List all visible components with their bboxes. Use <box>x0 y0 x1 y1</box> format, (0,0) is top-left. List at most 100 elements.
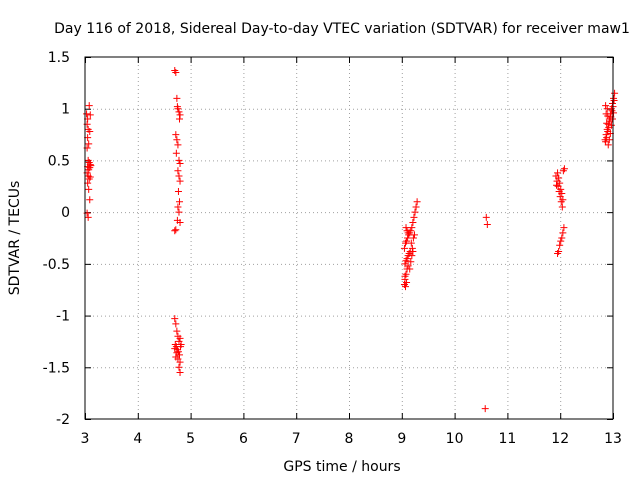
data-point <box>557 237 565 245</box>
data-point <box>409 234 417 242</box>
data-point <box>85 102 93 110</box>
data-point <box>175 108 183 116</box>
data-point <box>605 136 613 144</box>
data-point <box>608 115 616 123</box>
data-point <box>172 131 180 139</box>
data-point <box>412 203 420 211</box>
x-tick-label: 4 <box>133 431 142 447</box>
data-point <box>174 348 182 356</box>
data-point <box>410 231 418 239</box>
x-tick-label: 8 <box>345 431 354 447</box>
data-point <box>408 252 416 260</box>
x-axis-label: GPS time / hours <box>283 459 400 475</box>
x-tick-label: 12 <box>551 431 569 447</box>
data-point <box>483 221 491 229</box>
data-point <box>177 341 185 349</box>
data-point <box>86 196 94 204</box>
data-point <box>602 131 610 139</box>
data-point <box>172 69 180 77</box>
y-axis-label: SDTVAR / TECUs <box>7 181 23 296</box>
data-point <box>176 358 184 366</box>
data-point <box>172 226 180 234</box>
x-tick-label: 6 <box>239 431 248 447</box>
data-point <box>171 345 179 353</box>
data-point <box>482 213 490 221</box>
data-point <box>173 94 181 102</box>
data-point <box>401 283 409 291</box>
data-point <box>608 100 616 108</box>
data-point <box>410 213 418 221</box>
data-point <box>87 162 95 170</box>
data-point <box>176 218 184 226</box>
x-tick-labels: 3 4 5 6 7 8 9 10 11 12 13 <box>81 431 622 447</box>
y-tick-label: 0.5 <box>48 153 70 169</box>
data-point <box>603 119 611 127</box>
data-point <box>607 121 615 129</box>
data-point <box>83 110 91 118</box>
data-point <box>174 167 182 175</box>
data-point <box>404 229 412 237</box>
data-point <box>407 258 415 266</box>
data-point <box>173 103 181 111</box>
data-point <box>401 272 409 280</box>
data-point <box>175 363 183 371</box>
data-point <box>172 320 180 328</box>
data-point <box>176 177 184 185</box>
chart-title: Day 116 of 2018, Sidereal Day-to-day VTE… <box>54 21 630 37</box>
data-point <box>411 208 419 216</box>
data-point <box>611 89 619 97</box>
data-point <box>408 244 416 252</box>
data-point <box>86 173 94 181</box>
data-point <box>176 160 184 168</box>
data-point <box>402 224 410 232</box>
data-point <box>413 198 421 206</box>
data-point <box>176 115 184 123</box>
x-tick-label: 3 <box>81 431 90 447</box>
x-tick-label: 5 <box>186 431 195 447</box>
data-point <box>175 172 183 180</box>
data-point <box>604 141 612 149</box>
data-point <box>403 255 411 263</box>
data-point <box>559 196 567 204</box>
y-tick-label: 1.5 <box>48 50 70 66</box>
data-point <box>558 190 566 198</box>
data-point <box>610 109 618 117</box>
data-point <box>553 181 561 189</box>
data-point <box>557 185 565 193</box>
data-point <box>173 349 181 357</box>
data-point <box>406 265 414 273</box>
data-point <box>400 244 408 252</box>
data-point <box>173 136 181 144</box>
grid-lines <box>85 57 613 419</box>
x-tick-label: 10 <box>446 431 464 447</box>
data-point <box>558 234 566 242</box>
data-point <box>481 405 489 413</box>
x-tick-label: 7 <box>292 431 301 447</box>
data-point <box>173 327 181 335</box>
y-tick-label: 1 <box>61 102 70 118</box>
data-point <box>560 165 568 173</box>
data-point <box>176 111 184 119</box>
data-point <box>174 203 182 211</box>
data-point <box>554 250 562 258</box>
data-point <box>602 102 610 110</box>
data-point <box>409 247 417 255</box>
data-point <box>174 187 182 195</box>
data-point <box>84 213 92 221</box>
data-point <box>176 334 184 342</box>
data-point <box>174 141 182 149</box>
data-point <box>610 96 618 104</box>
data-point <box>85 185 93 193</box>
data-point <box>171 227 179 235</box>
data-points <box>83 66 619 413</box>
data-point <box>172 149 180 157</box>
data-point <box>407 239 415 247</box>
y-tick-label: 0 <box>61 205 70 221</box>
y-tick-label: -1.5 <box>43 360 70 376</box>
plot-border <box>84 56 614 420</box>
data-point <box>86 127 94 135</box>
data-point <box>176 198 184 206</box>
data-point <box>555 174 563 182</box>
